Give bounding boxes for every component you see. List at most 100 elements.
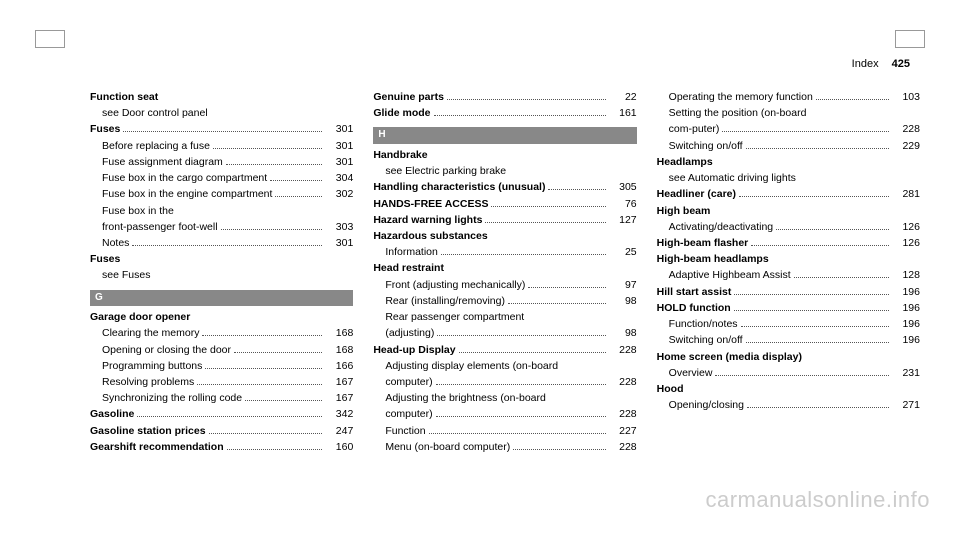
- leader-dots: [746, 342, 889, 343]
- leader-dots: [746, 148, 889, 149]
- see-reference: see Automatic driving lights: [657, 171, 920, 186]
- index-entry-label: (adjusting): [385, 326, 434, 341]
- index-entry-page: 76: [609, 197, 637, 212]
- index-entry-page: 166: [325, 359, 353, 374]
- index-entry-page: 168: [325, 343, 353, 358]
- leader-dots: [739, 196, 889, 197]
- index-entry: HANDS-FREE ACCESS76: [373, 197, 636, 212]
- index-entry-label: computer): [385, 375, 432, 390]
- index-entry-label: Switching on/off: [669, 139, 743, 154]
- index-heading: Headlamps: [657, 155, 920, 170]
- index-entry-page: 302: [325, 187, 353, 202]
- leader-dots: [741, 326, 889, 327]
- index-entry: Adaptive Highbeam Assist 128: [657, 268, 920, 283]
- index-entry: Gearshift recommendation160: [90, 440, 353, 455]
- index-entry-page: 196: [892, 301, 920, 316]
- index-entry: Before replacing a fuse 301: [90, 139, 353, 154]
- index-entry-label: Clearing the memory: [102, 326, 199, 341]
- index-entry: front-passenger foot-well303: [90, 220, 353, 235]
- index-entry-label: Fuse box in the cargo compartment: [102, 171, 267, 186]
- index-entry-page: 160: [325, 440, 353, 455]
- index-entry-label: Before replacing a fuse: [102, 139, 210, 154]
- index-entry-page: 98: [609, 294, 637, 309]
- index-entry-page: 271: [892, 398, 920, 413]
- index-entry: Headliner (care)281: [657, 187, 920, 202]
- leader-dots: [270, 180, 322, 181]
- index-entry: Fuses301: [90, 122, 353, 137]
- header-title: Index: [852, 58, 879, 70]
- index-entry: Rear (installing/removing)98: [373, 294, 636, 309]
- index-entry-page: 227: [609, 424, 637, 439]
- frame-mark-right: [895, 30, 925, 48]
- letter-header: G: [90, 290, 353, 307]
- index-entry-label: Adaptive Highbeam Assist: [669, 268, 791, 283]
- index-entry: Menu (on-board computer)228: [373, 440, 636, 455]
- index-entry: Hazard warning lights127: [373, 213, 636, 228]
- index-entry: Resolving problems 167: [90, 375, 353, 390]
- leader-dots: [436, 416, 606, 417]
- leader-dots: [816, 99, 889, 100]
- index-entry-page: 228: [609, 343, 637, 358]
- leader-dots: [715, 375, 889, 376]
- index-entry-wrap-line1: Fuse box in the: [90, 204, 353, 219]
- index-entry: Head-up Display228: [373, 343, 636, 358]
- index-entry-label: Headliner (care): [657, 187, 736, 202]
- index-entry-page: 128: [892, 268, 920, 283]
- leader-dots: [123, 131, 322, 132]
- index-entry-page: 167: [325, 391, 353, 406]
- index-page: Index 425 Function seatsee Door control …: [0, 0, 960, 533]
- index-entry: Hill start assist196: [657, 285, 920, 300]
- index-entry-label: Opening/closing: [669, 398, 744, 413]
- leader-dots: [221, 229, 323, 230]
- index-heading: Handbrake: [373, 148, 636, 163]
- index-entry: Operating the memory function103: [657, 90, 920, 105]
- frame-mark-left: [35, 30, 65, 48]
- leader-dots: [491, 206, 605, 207]
- index-columns: Function seatsee Door control panelFuses…: [90, 60, 920, 456]
- index-entry: HOLD function196: [657, 301, 920, 316]
- index-entry-label: Menu (on-board computer): [385, 440, 510, 455]
- index-entry-page: 228: [609, 407, 637, 422]
- index-entry-page: 126: [892, 220, 920, 235]
- see-reference: see Door control panel: [90, 106, 353, 121]
- index-entry: High-beam flasher126: [657, 236, 920, 251]
- index-entry-page: 228: [609, 375, 637, 390]
- index-entry-label: Gasoline station prices: [90, 424, 206, 439]
- index-entry-label: Handling characteristics (unusual): [373, 180, 545, 195]
- index-entry-label: front-passenger foot-well: [102, 220, 218, 235]
- index-entry-page: 301: [325, 139, 353, 154]
- index-entry-label: Fuses: [90, 122, 120, 137]
- index-entry-page: 167: [325, 375, 353, 390]
- leader-dots: [227, 449, 323, 450]
- index-entry-page: 25: [609, 245, 637, 260]
- index-entry: Opening/closing 271: [657, 398, 920, 413]
- index-entry: Function/notes196: [657, 317, 920, 332]
- index-entry-label: Hazard warning lights: [373, 213, 482, 228]
- index-entry-label: Resolving problems: [102, 375, 194, 390]
- leader-dots: [213, 148, 322, 149]
- index-entry-page: 305: [609, 180, 637, 195]
- index-entry-label: com-puter): [669, 122, 720, 137]
- leader-dots: [734, 294, 889, 295]
- index-entry-label: Front (adjusting mechanically): [385, 278, 525, 293]
- leader-dots: [137, 416, 322, 417]
- index-entry: Fuse box in the engine compartment 302: [90, 187, 353, 202]
- index-entry-page: 301: [325, 155, 353, 170]
- index-entry: Gasoline station prices247: [90, 424, 353, 439]
- index-entry-label: Fuse box in the engine compartment: [102, 187, 272, 202]
- see-reference: see Electric parking brake: [373, 164, 636, 179]
- index-entry-wrap-line1: Adjusting the brightness (on-board: [373, 391, 636, 406]
- index-entry: Switching on/off196: [657, 333, 920, 348]
- leader-dots: [776, 229, 889, 230]
- index-entry: Front (adjusting mechanically)97: [373, 278, 636, 293]
- index-entry: Fuse box in the cargo compartment304: [90, 171, 353, 186]
- index-entry-page: 342: [325, 407, 353, 422]
- watermark: carmanualsonline.info: [705, 487, 930, 513]
- index-entry-page: 196: [892, 317, 920, 332]
- index-entry-wrap-line1: Rear passenger compartment: [373, 310, 636, 325]
- index-entry-label: Function: [385, 424, 425, 439]
- leader-dots: [751, 245, 889, 246]
- index-entry-label: Switching on/off: [669, 333, 743, 348]
- leader-dots: [441, 254, 606, 255]
- index-heading: Head restraint: [373, 261, 636, 276]
